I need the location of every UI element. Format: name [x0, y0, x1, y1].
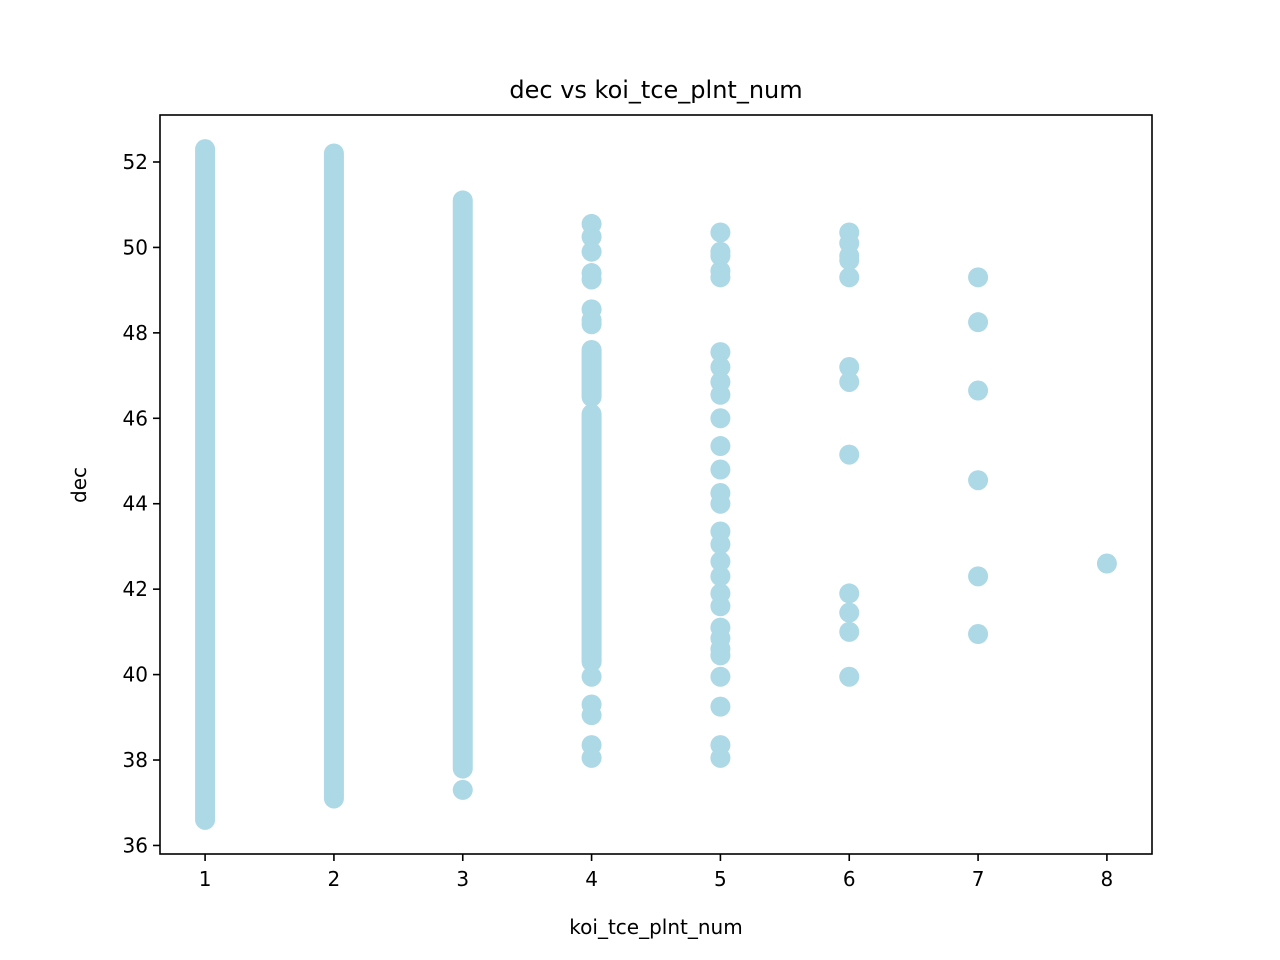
- y-tick-label: 38: [123, 748, 148, 772]
- x-tick-label: 6: [843, 867, 856, 891]
- points-layer: [195, 139, 1117, 830]
- y-tick-label: 44: [123, 492, 148, 516]
- x-tick-label: 3: [456, 867, 469, 891]
- x-tick-label: 4: [585, 867, 598, 891]
- data-point: [710, 645, 731, 666]
- data-point: [710, 342, 731, 363]
- y-tick-label: 52: [123, 150, 148, 174]
- x-tick-label: 1: [199, 867, 212, 891]
- data-point: [581, 747, 602, 768]
- y-axis-label: dec: [67, 467, 91, 503]
- data-point: [968, 470, 989, 491]
- data-point: [710, 357, 731, 378]
- x-tick-label: 7: [972, 867, 985, 891]
- y-tick-label: 40: [123, 663, 148, 687]
- y-tick-label: 42: [123, 577, 148, 601]
- data-point: [710, 493, 731, 514]
- data-point: [968, 380, 989, 401]
- data-point: [968, 312, 989, 333]
- data-point: [581, 705, 602, 726]
- data-point: [452, 779, 473, 800]
- y-axis-ticks: 36 38 40 42 44 46 48 50 52: [123, 150, 160, 857]
- data-point: [1096, 553, 1117, 574]
- data-point: [710, 747, 731, 768]
- data-point: [839, 602, 860, 623]
- data-point: [839, 583, 860, 604]
- data-point: [839, 666, 860, 687]
- data-point: [839, 267, 860, 288]
- chart-title: dec vs koi_tce_plnt_num: [509, 76, 802, 104]
- x-axis-label: koi_tce_plnt_num: [569, 915, 742, 939]
- data-point: [710, 436, 731, 457]
- data-point: [710, 408, 731, 429]
- x-axis-ticks: 1 2 3 4 5 6 7 8: [199, 854, 1114, 891]
- data-point: [581, 314, 602, 335]
- data-point: [710, 534, 731, 555]
- data-point: [710, 566, 731, 587]
- data-point: [581, 269, 602, 290]
- data-point: [581, 666, 602, 687]
- data-point: [710, 384, 731, 405]
- data-point: [839, 357, 860, 378]
- data-point: [710, 245, 731, 266]
- data-point: [968, 267, 989, 288]
- data-point: [839, 250, 860, 271]
- data-point: [710, 267, 731, 288]
- y-tick-label: 48: [123, 321, 148, 345]
- data-point: [710, 696, 731, 717]
- data-point: [710, 222, 731, 243]
- x-tick-label: 2: [328, 867, 341, 891]
- data-point: [581, 226, 602, 247]
- data-point: [710, 459, 731, 480]
- data-point: [581, 241, 602, 262]
- data-point: [710, 551, 731, 572]
- y-tick-label: 36: [123, 833, 148, 857]
- data-point: [839, 621, 860, 642]
- data-point: [968, 566, 989, 587]
- y-tick-label: 46: [123, 406, 148, 430]
- data-point: [710, 666, 731, 687]
- x-tick-label: 8: [1101, 867, 1114, 891]
- data-point: [968, 624, 989, 645]
- x-tick-label: 5: [714, 867, 727, 891]
- data-point: [839, 371, 860, 392]
- data-point: [839, 444, 860, 465]
- plot-frame: [159, 114, 1153, 855]
- data-point: [710, 596, 731, 617]
- y-tick-label: 50: [123, 235, 148, 259]
